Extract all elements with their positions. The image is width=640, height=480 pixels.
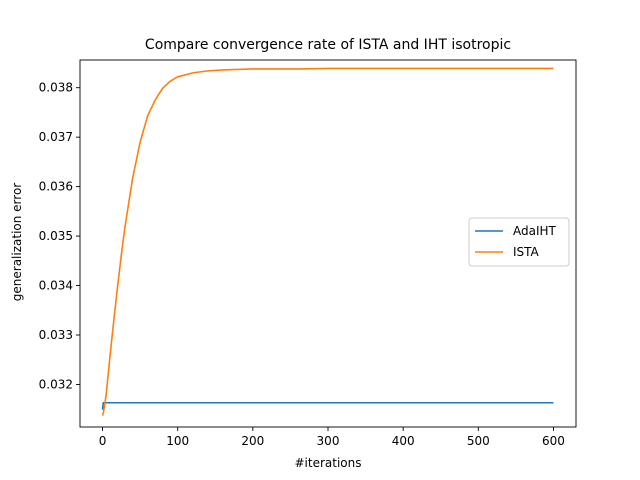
y-tick-label: 0.033 <box>39 328 73 342</box>
x-tick-label: 500 <box>467 434 490 448</box>
x-tick-label: 600 <box>542 434 565 448</box>
y-tick-label: 0.037 <box>39 130 73 144</box>
y-tick-label: 0.038 <box>39 81 73 95</box>
legend-box <box>468 217 570 267</box>
x-tick-label: 200 <box>241 434 264 448</box>
plot-area: 0 100 200 300 400 500 600 0.032 0.033 0.034 0.035 0… <box>39 59 577 448</box>
y-tick-label: 0.032 <box>39 377 73 391</box>
y-tick-label: 0.034 <box>39 279 73 293</box>
legend-label-adaiht: AdaIHT <box>513 224 557 238</box>
chart-title: Compare convergence rate of ISTA and IHT… <box>145 37 511 53</box>
series-line-ista <box>101 67 554 416</box>
x-tick-label: 0 <box>99 434 107 448</box>
legend-label-ista: ISTA <box>513 245 540 259</box>
y-tick-label: 0.035 <box>39 229 73 243</box>
x-tick-label: 100 <box>166 434 189 448</box>
x-tick-label: 400 <box>392 434 415 448</box>
y-tick-label: 0.036 <box>39 180 73 194</box>
legend: AdaIHT ISTA <box>468 217 570 267</box>
series-line-adaiht <box>101 401 554 410</box>
x-axis-label: #iterations <box>294 456 361 470</box>
y-axis-label: generalization error <box>10 183 24 302</box>
x-tick-label: 300 <box>317 434 340 448</box>
